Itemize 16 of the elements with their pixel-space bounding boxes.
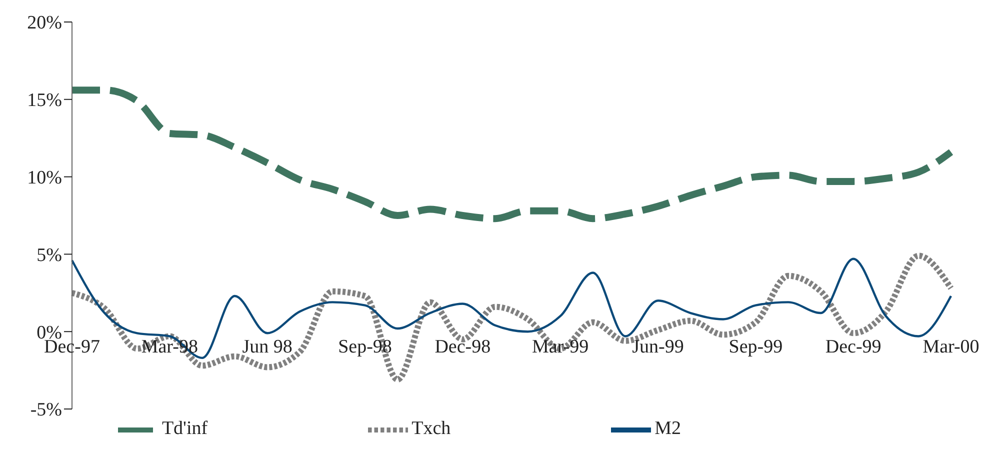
x-tick-label: Mar-00 <box>922 336 980 358</box>
x-tick-label: Sep-98 <box>338 336 392 358</box>
legend-label: M2 <box>654 418 682 440</box>
y-tick-label: 5% <box>36 244 62 266</box>
y-tick-label: 10% <box>27 168 62 189</box>
x-tick-label: Jun 98 <box>242 336 292 358</box>
x-tick-label: Dec-98 <box>434 336 491 358</box>
legend-label: Txch <box>412 418 451 440</box>
x-tick-label: Sep-99 <box>728 336 783 358</box>
x-tick-label: Dec-99 <box>825 336 882 358</box>
y-tick-label: 15% <box>27 90 62 112</box>
y-tick-label: -5% <box>30 400 62 421</box>
x-tick-label: Jun-99 <box>632 336 684 358</box>
legend-label: Td'inf <box>162 418 208 440</box>
y-tick-label: 20% <box>27 12 62 34</box>
x-tick-label: Mar-99 <box>532 336 589 358</box>
